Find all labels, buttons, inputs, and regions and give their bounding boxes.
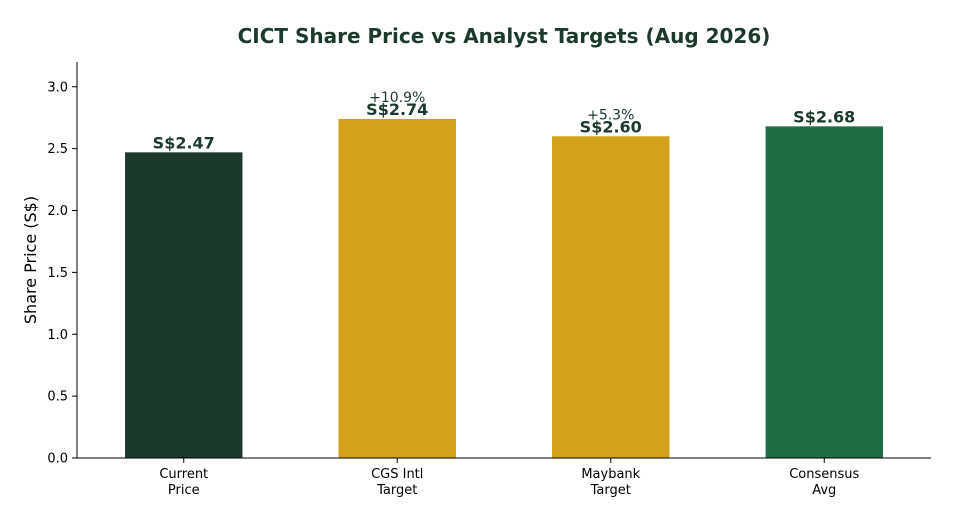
y-tick-label: 0.5 [47,390,68,405]
bar [338,118,456,459]
bar [552,136,670,458]
category-label: Target [376,483,417,498]
chart-title: CICT Share Price vs Analyst Targets (Aug… [238,24,771,48]
category-label: CGS Intl [371,467,423,482]
upside-label: +10.9% [369,90,425,106]
category-label: Price [168,483,200,498]
bar [765,126,883,458]
category-label: Consensus [789,467,859,482]
category-label: Current [159,467,208,482]
category-label: Avg [812,483,836,498]
y-tick-label: 0.0 [47,452,68,467]
category-label: Target [590,483,631,498]
y-tick-label: 2.5 [47,142,68,157]
value-label: S$2.68 [793,107,855,126]
y-tick-label: 3.0 [47,80,68,95]
upside-label: +5.3% [587,107,634,123]
y-axis-label: Share Price (S$) [21,196,40,324]
bar [125,152,243,458]
y-tick-label: 1.0 [47,328,68,343]
value-label: S$2.47 [153,133,215,152]
y-tick-label: 2.0 [47,204,68,219]
category-label: Maybank [581,467,640,482]
y-tick-label: 1.5 [47,266,68,281]
value-label: S$2.60 [580,117,642,136]
value-label: S$2.74 [366,100,428,119]
